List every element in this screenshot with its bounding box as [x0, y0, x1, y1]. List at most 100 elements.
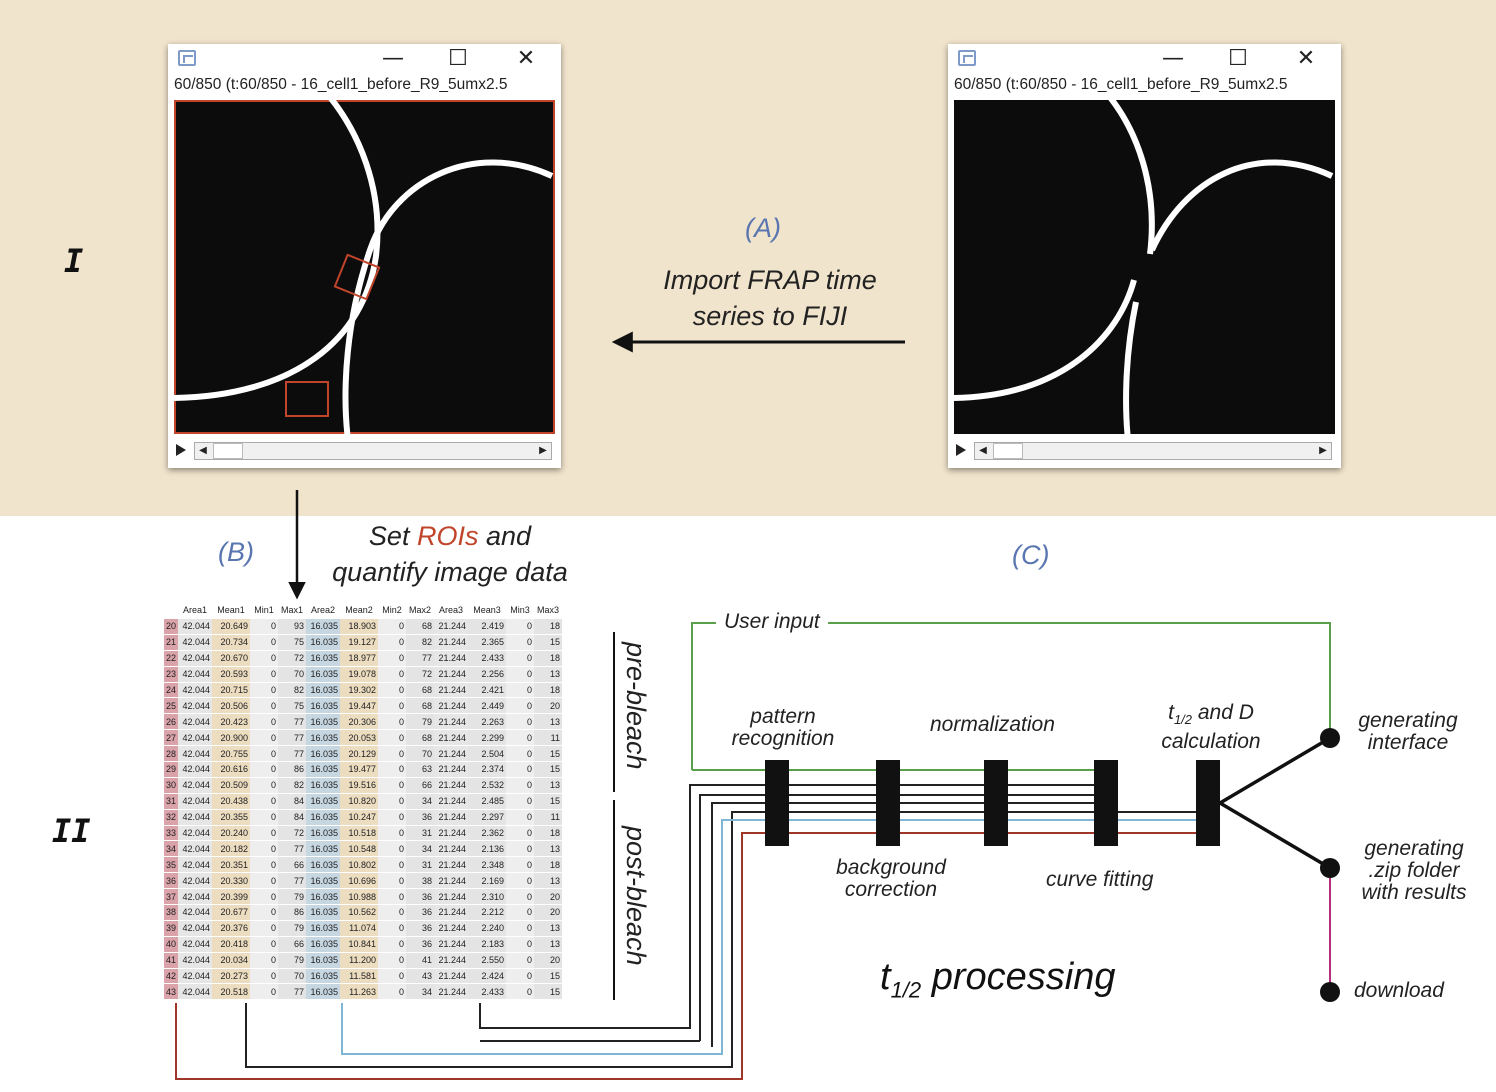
table-row[interactable]: 23 42.044 20.593 0 70 16.035 19.078 0 72 21.244 2.… — [164, 666, 562, 683]
table-row[interactable]: 32 42.044 20.355 0 84 16.035 10.247 0 36 21.244 2.… — [164, 809, 562, 826]
table-row[interactable]: 24 42.044 20.715 0 82 16.035 19.302 0 68 21.244 2.… — [164, 682, 562, 699]
table-row[interactable]: 34 42.044 20.182 0 77 16.035 10.548 0 34 21.244 2.… — [164, 840, 562, 858]
table-row-number: 21 — [164, 634, 178, 651]
table-row[interactable]: 31 42.044 20.438 0 84 16.035 10.820 0 34 21.244 2.… — [164, 793, 562, 810]
play-icon[interactable] — [176, 444, 186, 456]
table-cell: 18.903 — [340, 619, 378, 635]
table-cell: 16.035 — [306, 809, 340, 826]
table-cell: 2.348 — [468, 856, 506, 874]
table-row[interactable]: 33 42.044 20.240 0 72 16.035 10.518 0 31 21.244 2.… — [164, 825, 562, 842]
scroll-track[interactable]: ◀ ▶ — [974, 442, 1332, 460]
label-pattern-line1: pattern — [750, 705, 816, 728]
quantification-table[interactable]: Area1 Mean1 Min1 Max1 Area2 Mean2 Min2 Max2 Area… — [164, 601, 562, 1001]
table-cell: 2.136 — [468, 840, 506, 858]
table-row[interactable]: 30 42.044 20.509 0 82 16.035 19.516 0 66 21.244 2.… — [164, 777, 562, 794]
table-cell: 38 — [406, 872, 434, 890]
table-cell: 0 — [378, 634, 406, 651]
label-pattern-line2: recognition — [731, 727, 835, 750]
table-cell: 2.240 — [468, 920, 506, 937]
table-header-cell: Area1 — [182, 605, 208, 615]
table-row[interactable]: 20 42.044 20.649 0 93 16.035 18.903 0 68 21.244 2.… — [164, 619, 562, 635]
window-titlebar[interactable]: — ☐ ✕ — [948, 44, 1341, 74]
close-icon[interactable]: ✕ — [516, 46, 536, 71]
minimize-icon[interactable]: — — [1162, 46, 1184, 71]
table-row[interactable]: 35 42.044 20.351 0 66 16.035 10.802 0 31 21.244 2.… — [164, 856, 562, 874]
table-row[interactable]: 37 42.044 20.399 0 79 16.035 10.988 0 36 21.244 2.… — [164, 888, 562, 906]
close-icon[interactable]: ✕ — [1296, 46, 1316, 71]
block-curve-fitting — [1094, 760, 1118, 846]
table-cell: 34 — [406, 983, 434, 1001]
table-cell: 42.044 — [178, 761, 212, 778]
table-cell: 0 — [506, 713, 534, 731]
table-cell: 16.035 — [306, 856, 340, 874]
time-scrollbar[interactable]: ◀ ▶ — [168, 440, 561, 462]
scroll-right-icon[interactable]: ▶ — [539, 445, 547, 456]
table-cell: 0 — [378, 761, 406, 778]
step-b-caption-and: and — [486, 521, 532, 551]
table-row[interactable]: 41 42.044 20.034 0 79 16.035 11.200 0 41 21.244 2.… — [164, 952, 562, 969]
table-row[interactable]: 29 42.044 20.616 0 86 16.035 19.477 0 63 21.244 2.… — [164, 761, 562, 778]
window-title: 60/850 (t:60/850 - 16_cell1_before_R9_5u… — [954, 76, 1288, 93]
label-t-sub: 1/2 — [1173, 712, 1193, 728]
scroll-right-icon[interactable]: ▶ — [1319, 445, 1327, 456]
data-line-b — [699, 794, 1106, 1041]
scroll-thumb[interactable] — [213, 443, 243, 459]
table-cell: 84 — [278, 793, 306, 810]
table-cell: 2.365 — [468, 634, 506, 651]
table-row[interactable]: 43 42.044 20.518 0 77 16.035 11.263 0 34 21.244 2.… — [164, 983, 562, 1001]
scroll-thumb[interactable] — [993, 443, 1023, 459]
label-calculation: calculation — [1161, 730, 1261, 754]
image-canvas[interactable] — [954, 100, 1335, 434]
maximize-icon[interactable]: ☐ — [1228, 46, 1248, 71]
table-cell: 77 — [278, 745, 306, 763]
output-download-label: download — [1354, 979, 1444, 1002]
imagej-window-roi[interactable]: — ☐ ✕ 60/850 (t:60/850 - 16_cell1_before… — [168, 44, 561, 468]
table-cell: 86 — [278, 761, 306, 778]
minimize-icon[interactable]: — — [382, 46, 404, 71]
table-cell: 10.802 — [340, 856, 378, 874]
table-cell: 0 — [378, 745, 406, 763]
table-cell: 21.244 — [434, 856, 468, 874]
bleach-roi-square — [333, 253, 381, 301]
table-row[interactable]: 27 42.044 20.900 0 77 16.035 20.053 0 68 21.244 2.… — [164, 729, 562, 747]
table-row[interactable]: 26 42.044 20.423 0 77 16.035 20.306 0 79 21.244 2.… — [164, 713, 562, 731]
window-titlebar[interactable]: — ☐ ✕ — [168, 44, 561, 74]
table-cell: 21.244 — [434, 968, 468, 985]
table-cell: 0 — [250, 936, 278, 953]
table-row[interactable]: 40 42.044 20.418 0 66 16.035 10.841 0 36 21.244 2.… — [164, 936, 562, 953]
maximize-icon[interactable]: ☐ — [448, 46, 468, 71]
table-cell: 2.433 — [468, 650, 506, 667]
table-row-number: 26 — [164, 713, 178, 731]
scroll-left-icon[interactable]: ◀ — [979, 445, 987, 456]
table-cell: 16.035 — [306, 888, 340, 906]
table-row-number: 22 — [164, 650, 178, 667]
table-row[interactable]: 28 42.044 20.755 0 77 16.035 20.129 0 70 21.244 2.… — [164, 745, 562, 763]
label-background-correction: background correction — [826, 857, 956, 901]
table-row[interactable]: 39 42.044 20.376 0 79 16.035 11.074 0 36 21.244 2.… — [164, 920, 562, 937]
table-cell: 0 — [378, 793, 406, 810]
imagej-window-raw[interactable]: — ☐ ✕ 60/850 (t:60/850 - 16_cell1_before… — [948, 44, 1341, 468]
table-cell: 0 — [506, 968, 534, 985]
node-interface — [1320, 728, 1340, 748]
time-scrollbar[interactable]: ◀ ▶ — [948, 440, 1341, 462]
table-cell: 0 — [506, 634, 534, 651]
image-canvas[interactable] — [174, 100, 555, 434]
table-row[interactable]: 25 42.044 20.506 0 75 16.035 19.447 0 68 21.244 2.… — [164, 697, 562, 715]
table-cell: 0 — [378, 777, 406, 794]
table-row[interactable]: 42 42.044 20.273 0 70 16.035 11.581 0 43 21.244 2.… — [164, 968, 562, 985]
play-icon[interactable] — [956, 444, 966, 456]
scroll-left-icon[interactable]: ◀ — [199, 445, 207, 456]
table-row[interactable]: 36 42.044 20.330 0 77 16.035 10.696 0 38 21.244 2.… — [164, 872, 562, 890]
table-cell: 42.044 — [178, 825, 212, 842]
table-row-number: 30 — [164, 777, 178, 794]
label-and-d: and D — [1192, 701, 1254, 724]
table-cell: 0 — [250, 840, 278, 858]
table-row[interactable]: 21 42.044 20.734 0 75 16.035 19.127 0 82 21.244 2.… — [164, 634, 562, 651]
table-cell: 10.548 — [340, 840, 378, 858]
scroll-track[interactable]: ◀ ▶ — [194, 442, 552, 460]
table-cell: 20.506 — [212, 697, 250, 715]
table-cell: 16.035 — [306, 634, 340, 651]
table-row[interactable]: 22 42.044 20.670 0 72 16.035 18.977 0 77 21.244 2.… — [164, 650, 562, 667]
table-row[interactable]: 38 42.044 20.677 0 86 16.035 10.562 0 36 21.244 2.… — [164, 904, 562, 921]
